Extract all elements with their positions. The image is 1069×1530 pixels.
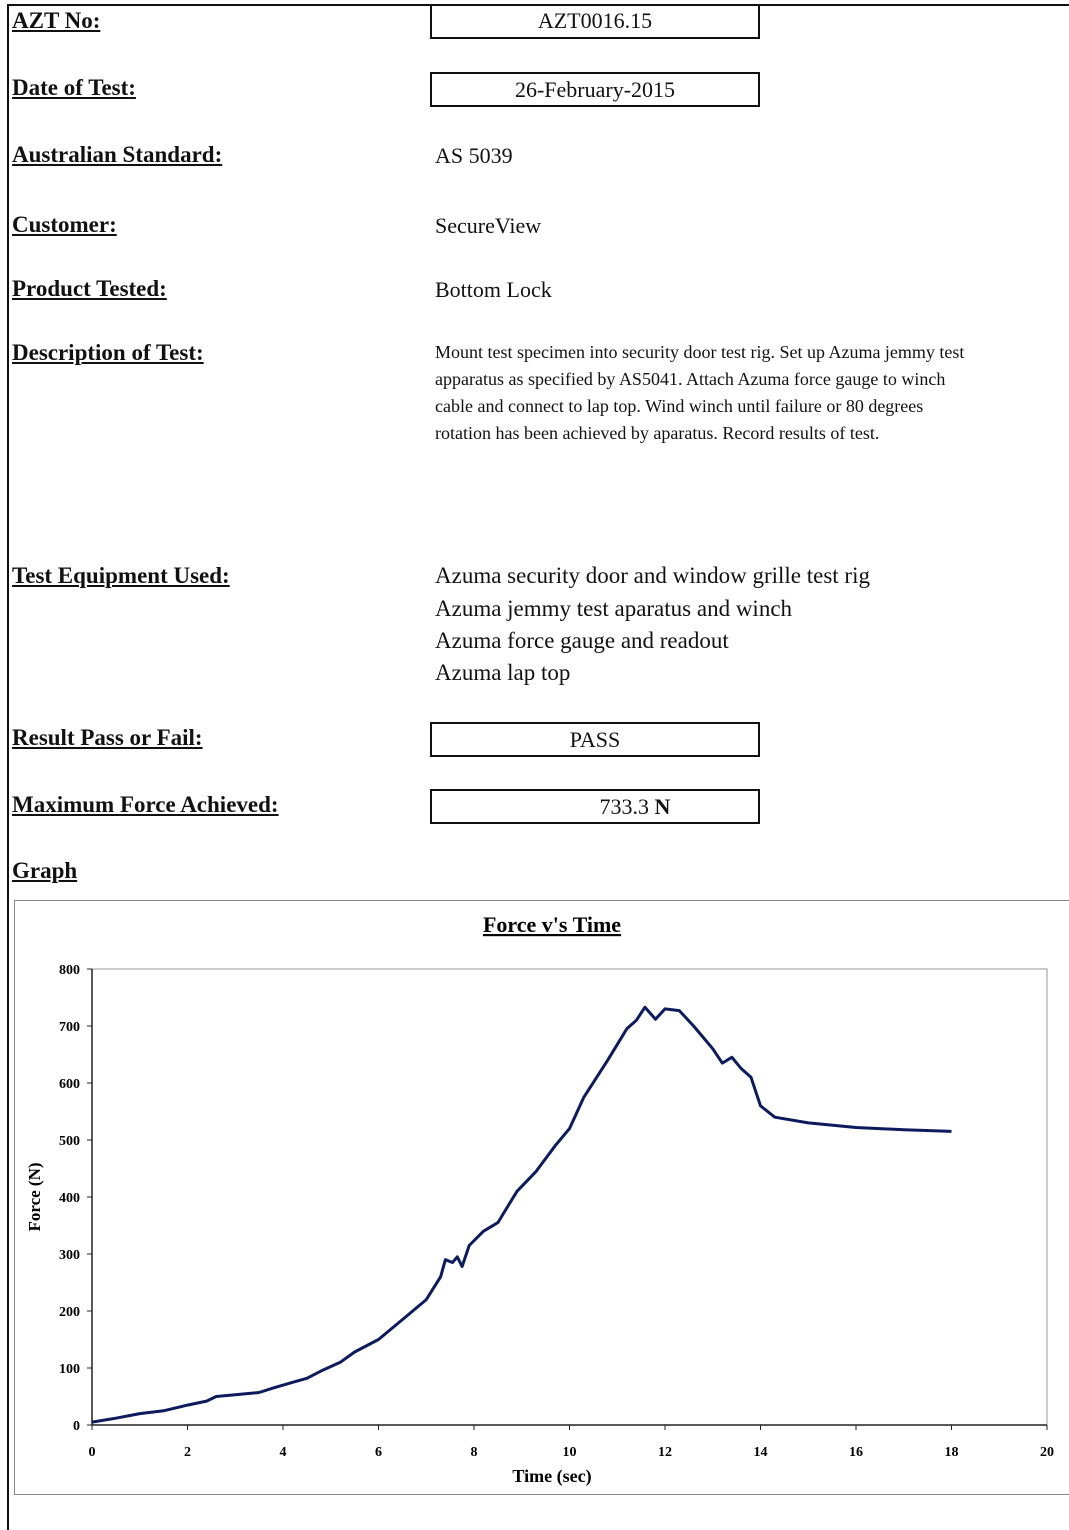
x-tick-label: 12 (658, 1445, 672, 1460)
graph-heading: Graph (12, 858, 78, 883)
x-tick-label: 18 (945, 1445, 959, 1460)
chart-frame (14, 900, 1069, 1495)
x-tick-label: 6 (375, 1445, 382, 1460)
field-label: Maximum Force Achieved: (12, 792, 279, 817)
x-tick-label: 8 (471, 1445, 478, 1460)
field-label: Date of Test: (12, 75, 136, 100)
chart: Force v's Time Time (sec) Force (N) 0100… (14, 900, 1069, 1495)
field-value: AS 5039 (435, 143, 513, 168)
equipment-item: Azuma security door and window grille te… (435, 563, 870, 588)
y-axis-label: Force (N) (25, 1162, 44, 1231)
left-border (7, 4, 9, 1530)
field-label: Test Equipment Used: (12, 563, 230, 588)
equipment-item: Azuma lap top (435, 660, 571, 685)
field-label: AZT No: (12, 8, 101, 33)
unit: N (654, 794, 671, 819)
field-value: PASS (430, 722, 760, 757)
y-tick-label: 100 (59, 1362, 80, 1377)
plot-area (91, 968, 1048, 1426)
field-value: AZT0016.15 (430, 4, 760, 39)
x-tick-label: 0 (89, 1445, 96, 1460)
field-label: Customer: (12, 212, 117, 237)
field-label: Australian Standard: (12, 142, 223, 167)
x-axis-label: Time (sec) (512, 1466, 591, 1487)
field-value: 733.3 N (430, 789, 760, 824)
x-tick-label: 14 (754, 1445, 768, 1460)
y-tick-label: 0 (73, 1419, 80, 1434)
y-tick-label: 200 (59, 1305, 80, 1320)
field-value: Bottom Lock (435, 277, 552, 302)
y-tick-label: 500 (59, 1134, 80, 1149)
equipment-item: Azuma force gauge and readout (435, 628, 729, 653)
x-tick-label: 2 (184, 1445, 191, 1460)
x-tick-label: 16 (849, 1445, 863, 1460)
y-tick-label: 400 (59, 1191, 80, 1206)
equipment-item: Azuma jemmy test aparatus and winch (435, 596, 793, 621)
force-line (91, 1005, 952, 1424)
max-force: 733.3 (599, 794, 650, 819)
field-label: Description of Test: (12, 340, 204, 365)
field-value: 26-February-2015 (430, 72, 760, 107)
field-value: SecureView (435, 213, 542, 238)
y-tick-label: 800 (59, 963, 80, 978)
chart-title: Force v's Time (483, 912, 621, 937)
y-tick-label: 700 (59, 1020, 80, 1035)
field-label: Product Tested: (12, 276, 167, 301)
x-tick-label: 10 (563, 1445, 577, 1460)
field-label: Result Pass or Fail: (12, 725, 203, 750)
x-tick-label: 4 (280, 1445, 287, 1460)
description: Mount test specimen into security door t… (435, 342, 965, 443)
y-tick-label: 600 (59, 1077, 80, 1092)
y-tick-label: 300 (59, 1248, 80, 1263)
x-tick-label: 20 (1040, 1445, 1054, 1460)
